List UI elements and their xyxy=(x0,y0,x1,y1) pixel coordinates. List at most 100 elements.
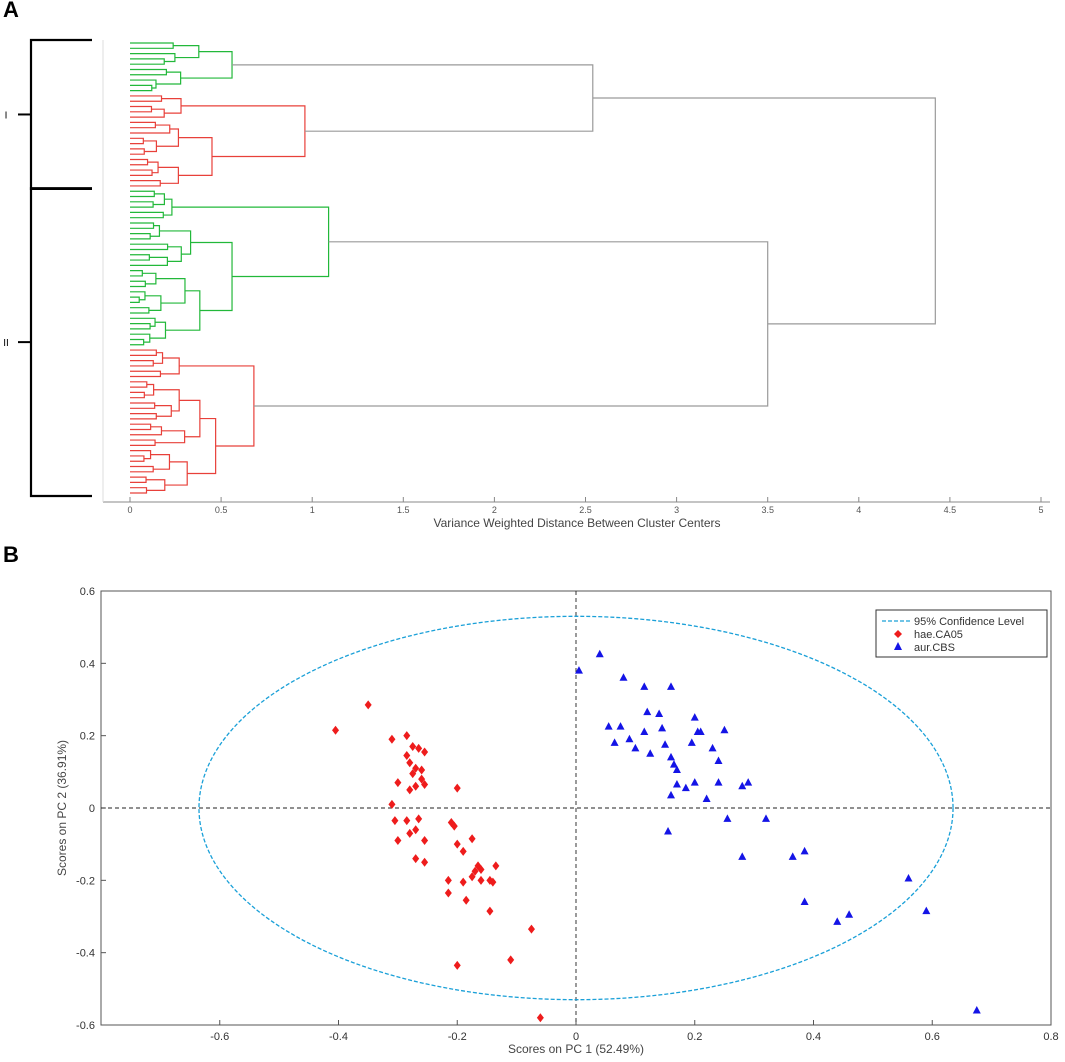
dendrogram-branch-I-red xyxy=(130,148,145,155)
dendrogram-x-tick-label: 4 xyxy=(856,505,861,515)
hae-point xyxy=(477,875,485,885)
hae-point xyxy=(468,872,476,882)
group-bracket-II xyxy=(29,187,92,498)
hae-point xyxy=(527,924,535,934)
legend-hae-label: hae.CA05 xyxy=(914,629,963,641)
group-bracket-I xyxy=(29,38,92,191)
group-label-II: II xyxy=(3,338,9,349)
aur-point xyxy=(625,734,634,743)
hae-point xyxy=(415,743,423,753)
hae-point xyxy=(492,861,500,871)
dendrogram-merge-group-I xyxy=(232,64,594,132)
dendrogram-branch-II-red xyxy=(153,389,180,412)
aur-point xyxy=(744,778,753,786)
dendrogram-branch-II-red xyxy=(130,465,154,473)
aur-point xyxy=(720,725,729,734)
aur-point xyxy=(672,765,681,774)
dendrogram-branch-I-red xyxy=(130,158,149,166)
dendrogram-branch-II-green xyxy=(171,206,330,278)
dendrogram-branch-II-red xyxy=(130,476,147,484)
dendrogram-x-tick-label: 1.5 xyxy=(397,505,410,515)
hae-point xyxy=(406,785,414,795)
dendrogram-branch-II-green xyxy=(130,243,169,251)
dendrogram-axes: 0 0.5 1 1.5 2 2.5 3 3.5 4 4.5 5 xyxy=(102,40,1050,515)
legend-ellipse-label: 95% Confidence Level xyxy=(914,616,1024,628)
pca-x-tick-label: 0 xyxy=(573,1031,579,1043)
hae-point xyxy=(453,783,461,793)
pca-y-tick-label: 0.6 xyxy=(80,586,95,598)
dendrogram-x-tick-label: 4.5 xyxy=(944,505,957,515)
pca-y-tick-label: 0.2 xyxy=(80,731,95,743)
dendrogram-branch-I-red xyxy=(130,108,165,118)
aur-point xyxy=(646,749,655,757)
hae-point xyxy=(462,895,470,905)
pca-ticks: -0.6 -0.4 -0.2 0 0.2 0.4 0.6 0.8 -0.6 -0.4 -0.2 0 0.… xyxy=(76,586,1059,1043)
dendrogram-x-tick-label: 2.5 xyxy=(579,505,592,515)
confidence-ellipse xyxy=(198,615,954,1001)
legend-aur-label: aur.CBS xyxy=(914,642,955,654)
dendrogram-branch-II-green xyxy=(165,290,201,331)
hae-point xyxy=(394,836,402,846)
dendrogram-branch-II-green xyxy=(130,280,146,288)
dendrogram-branch-I-red xyxy=(156,128,180,147)
hae-point xyxy=(412,854,420,864)
dendrogram-branch-II-green xyxy=(130,232,151,240)
hae-point xyxy=(409,769,417,779)
aur-point xyxy=(800,846,809,855)
pca-x-tick-label: 0.6 xyxy=(925,1031,940,1043)
aur-point xyxy=(972,1006,981,1014)
hae-point xyxy=(507,955,515,965)
pca-y-tick-label: -0.6 xyxy=(76,1020,95,1032)
aur-point xyxy=(833,917,842,925)
hae-point xyxy=(406,758,414,768)
aur-point xyxy=(800,897,809,906)
dendrogram-branch-II-green xyxy=(155,277,186,304)
dendrogram-x-axis-title: Variance Weighted Distance Between Clust… xyxy=(433,516,720,530)
hae-point xyxy=(409,742,417,752)
dendrogram-x-tick-label: 3.5 xyxy=(761,505,774,515)
hae-point xyxy=(450,821,458,831)
pca-y-tick-label: -0.4 xyxy=(76,948,95,960)
hae-point xyxy=(444,888,452,898)
dendrogram-branch-II-green xyxy=(130,211,164,219)
hae-point xyxy=(415,814,423,824)
panel-label-b: B xyxy=(3,542,19,567)
hae-point xyxy=(412,781,420,791)
dendrogram-branch-II-red xyxy=(130,423,152,431)
aur-point xyxy=(631,743,640,752)
dendrogram-branch-I-green xyxy=(130,52,176,63)
dendrogram-branch-I-red xyxy=(178,137,213,176)
dendrogram-branch-I-green xyxy=(155,71,182,85)
hae-point xyxy=(421,779,429,789)
legend-aur-marker xyxy=(894,642,902,650)
dendrogram-branch-I-red xyxy=(158,166,179,184)
hae-point xyxy=(403,751,411,761)
hae-point xyxy=(421,747,429,757)
hae-point xyxy=(421,857,429,867)
aur-point xyxy=(664,827,673,835)
dendrogram-branch-II-green xyxy=(150,225,161,237)
dendrogram-branch-II-red xyxy=(154,405,172,417)
aur-point xyxy=(616,722,625,730)
hae-point xyxy=(459,877,467,887)
dendrogram-chart: 0 0.5 1 1.5 2 2.5 3 3.5 4 4.5 5 III Variance Weigh… xyxy=(3,38,1050,530)
pca-y-tick-label: 0 xyxy=(89,803,95,815)
aur-point xyxy=(687,738,696,746)
dendrogram-tree xyxy=(130,42,936,494)
hae-point xyxy=(412,825,420,835)
dendrogram-branch-II-red xyxy=(130,439,156,446)
dendrogram-branch-II-red xyxy=(155,430,186,444)
pca-scatter-chart: -0.6 -0.4 -0.2 0 0.2 0.4 0.6 0.8 -0.6 -0.4 -0.2 0 0.… xyxy=(55,586,1059,1056)
aur-point xyxy=(702,794,711,802)
aur-point xyxy=(655,709,664,717)
dendrogram-branch-I-red xyxy=(147,161,159,174)
pca-legend: 95% Confidence Level hae.CA05 aur.CBS xyxy=(875,609,1048,658)
dendrogram-branch-II-red xyxy=(130,402,156,409)
dendrogram-branch-II-green xyxy=(149,321,167,339)
dendrogram-branch-II-red xyxy=(130,487,148,494)
pca-x-axis-title: Scores on PC 1 (52.49%) xyxy=(508,1042,644,1056)
aur-point xyxy=(640,727,649,736)
aur-point xyxy=(690,778,699,786)
hae-point xyxy=(459,846,467,856)
aur-point xyxy=(610,738,619,746)
